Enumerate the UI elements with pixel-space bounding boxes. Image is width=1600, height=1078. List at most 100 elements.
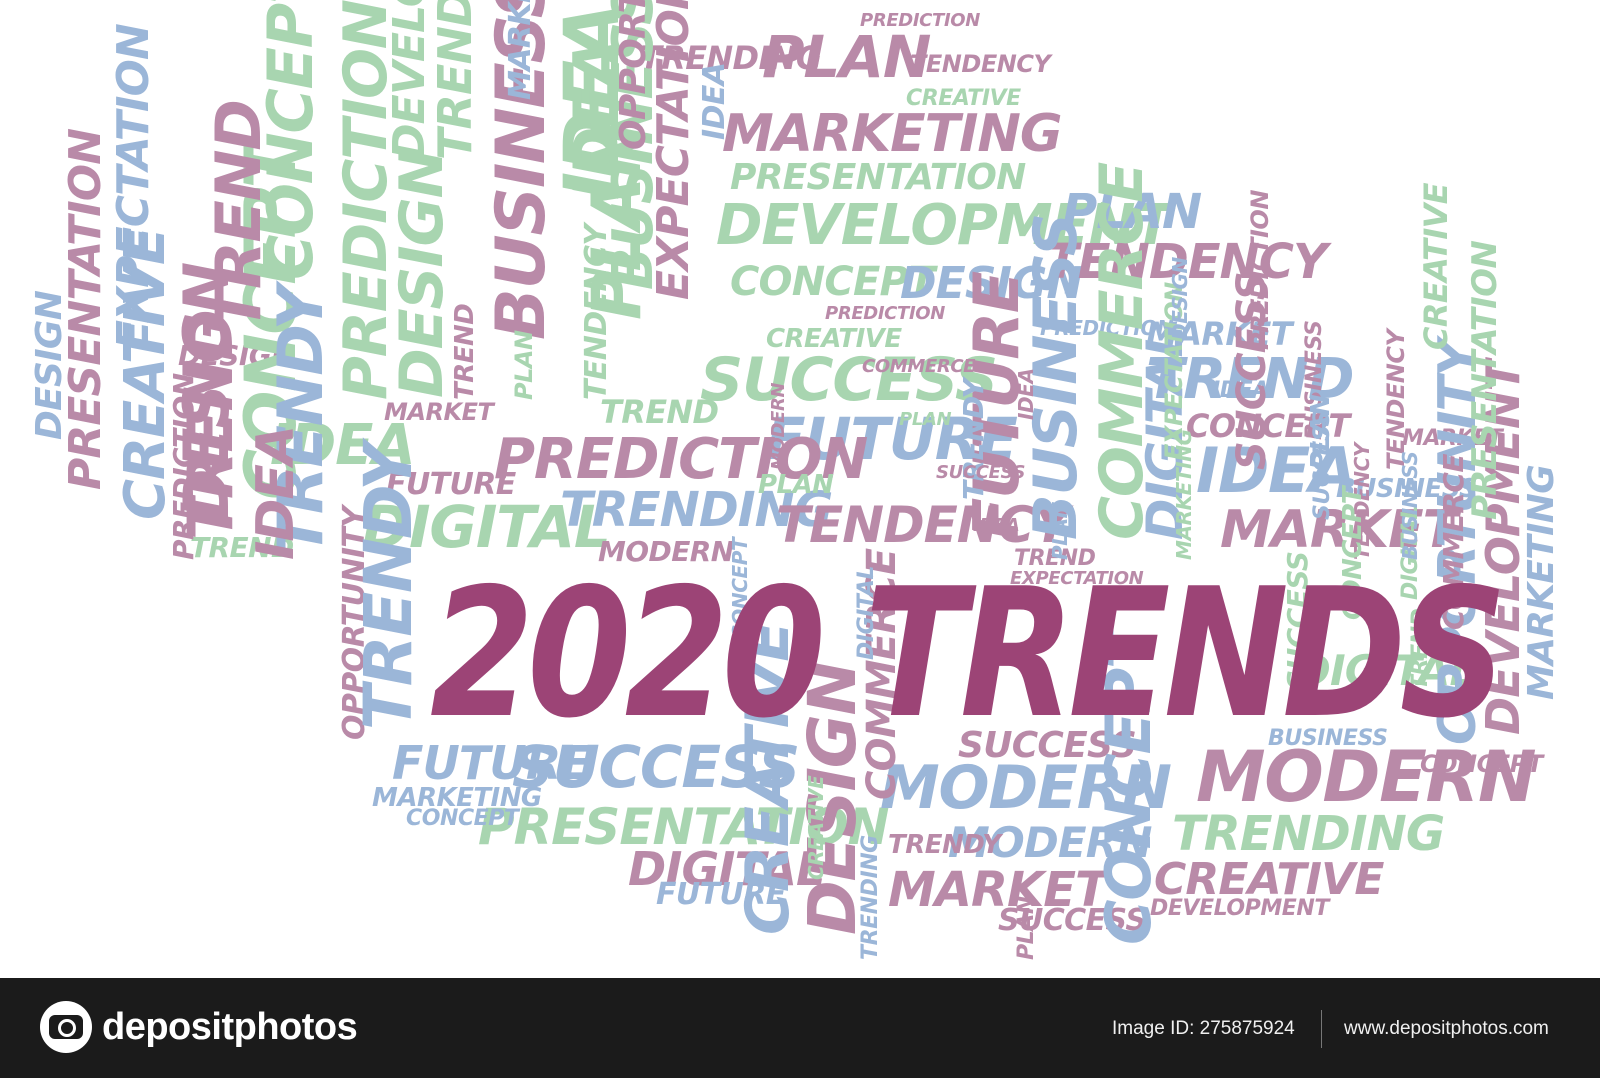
cloud-word: CONCEPT [254, 0, 327, 280]
cloud-word: PRESENTATION [1465, 240, 1505, 520]
cloud-word: TRENDING [858, 835, 883, 960]
cloud-word: FUTURE [386, 467, 516, 502]
cloud-word: SUCCESS [958, 725, 1137, 766]
cloud-word: PRESENTATION [478, 798, 890, 856]
cloud-word: MARKET [1146, 315, 1293, 353]
cloud-word: PREDICTION [1040, 316, 1174, 340]
cloud-word: TRENDY [888, 830, 1001, 860]
cloud-word: SUCCESS [998, 903, 1147, 938]
cloud-word: PREDICTION [860, 10, 980, 31]
cloud-word: TREND [600, 393, 719, 431]
brand-logo: depositphotos [40, 996, 358, 1058]
cloud-word: FUTURE [656, 877, 786, 912]
cloud-word: PLAN [510, 330, 538, 400]
cloud-word: MODERN [880, 753, 1172, 823]
headline-2020-trends: 2020 TRENDS [430, 550, 1507, 757]
cloud-word: BUSINESS [1398, 451, 1422, 560]
cloud-word: PRESENTATION [730, 157, 1026, 198]
cloud-word: TRENDING [1172, 806, 1445, 862]
cloud-word: COMMERCE [862, 356, 976, 377]
cloud-word: CONCEPT [1186, 407, 1350, 445]
cloud-word: PLAN [1062, 184, 1202, 240]
cloud-word: TRENDY [350, 444, 427, 730]
cloud-word: BUSINESS [1336, 474, 1478, 504]
cloud-word: IDEA [973, 515, 1020, 536]
cloud-word: CREATIVE [906, 86, 1021, 111]
cloud-word: TENDENCY [1046, 234, 1328, 290]
cloud-word: MARKET [1402, 426, 1503, 451]
cloud-word: PLAN [899, 409, 952, 430]
cloud-word: TREND [1146, 347, 1354, 412]
cloud-word: PREDICTION [494, 427, 868, 492]
image-id-label: Image ID: 275875924 [1112, 1018, 1295, 1039]
cloud-word: MARKET [888, 862, 1108, 918]
cloud-word: TREND [450, 303, 480, 400]
brand-name: depositphotos [102, 1005, 358, 1048]
cloud-word: MODERN [598, 535, 734, 568]
cloud-word: TREND [428, 0, 482, 160]
cloud-word: IDEA [1196, 434, 1357, 507]
footer-divider [1321, 1010, 1322, 1048]
cloud-word: SUCCESS [1310, 411, 1335, 520]
cloud-word: OPPORTUNITY [613, 0, 654, 150]
cloud-word: PREDICTION [1246, 190, 1274, 350]
cloud-word: CONCEPT [730, 259, 935, 305]
camera-icon [40, 1001, 92, 1053]
cloud-word: MARKETING [503, 0, 538, 100]
cloud-word: DEVELOPMENT [716, 193, 1173, 258]
cloud-word: SUCCESS [700, 345, 998, 415]
cloud-word: CREATIVE [1154, 854, 1384, 905]
cloud-word: MODERN [948, 818, 1152, 867]
cloud-word: MARKET [384, 398, 494, 426]
cloud-word: MARKET [1220, 500, 1458, 560]
cloud-word: TREND [190, 531, 294, 564]
cloud-word: PLAN [762, 23, 931, 91]
cloud-word: PLAN [1014, 896, 1039, 960]
cloud-word: SUCCESS [512, 733, 800, 801]
cloud-word: CONCEPT [406, 806, 519, 831]
cloud-word: FUTURE [766, 405, 1018, 473]
cloud-word: PRESENTATION [60, 128, 111, 490]
cloud-word: TENDENCY [1382, 329, 1410, 470]
watermark-footer-bar: depositphotos [0, 978, 1600, 1078]
cloud-word: EXPECTATION [1010, 568, 1144, 589]
cloud-word: DESIGN [1168, 257, 1192, 340]
cloud-word: BUSINESS [1268, 726, 1388, 751]
cloud-word: IDEA [270, 413, 416, 478]
cloud-word: DESIGN [387, 149, 457, 398]
cloud-word: DESIGN [900, 258, 1083, 309]
cloud-word: TRENDING [560, 482, 833, 538]
cloud-word: DIGITAL [628, 842, 825, 896]
cloud-word: CREATIVE [1417, 183, 1455, 350]
cloud-word: SUCCESS [936, 462, 1026, 483]
cloud-word: IDEA [1212, 378, 1269, 403]
cloud-word: IDEA [697, 62, 732, 140]
cloud-word: CONCEPT [1420, 750, 1543, 778]
cloud-word: MODERN [1196, 736, 1537, 818]
cloud-word: CREATIVE [766, 324, 902, 354]
cloud-word: FUTURE [392, 736, 592, 790]
cloud-word: PREDICTION [825, 303, 945, 324]
word-cloud: PLAN MARKETING TRENDING PREDICTION TENDENCY C… [29, 0, 1562, 960]
site-url: www.depositphotos.com [1344, 1018, 1549, 1039]
cloud-word: DESIGN [178, 339, 295, 372]
cloud-word: DEVELOPMENT [384, 0, 435, 160]
cloud-word: TENDENCY [579, 224, 614, 400]
cloud-word: EXPECTATION [108, 24, 159, 350]
cloud-word: TRENDING [640, 39, 822, 77]
cloud-word: DIGITAL [1296, 646, 1476, 695]
cloud-word: DIGITAL [362, 493, 611, 561]
cloud-word: DEVELOPMENT [1150, 896, 1329, 921]
cloud-word: IDEA [1014, 368, 1038, 420]
cloud-word: MARKETING [372, 783, 542, 813]
cloud-word: CREATIVE [804, 775, 828, 880]
cloud-word: TREND [1014, 546, 1096, 571]
cloud-word: MARKETING [722, 104, 1063, 164]
cloud-word: TENDENCY [776, 496, 1070, 554]
cloud-word: TENDENCY [910, 50, 1051, 78]
cloud-word: PLAN [758, 470, 834, 500]
cloud-word: IDEA [246, 425, 306, 560]
cloud-word: MARKETING [1521, 464, 1562, 700]
cloud-word: MODERN [768, 382, 789, 470]
cloud-word: PREDICTION [167, 373, 200, 560]
